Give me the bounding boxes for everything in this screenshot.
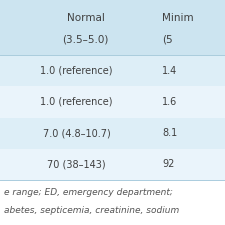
Text: 1.0 (reference): 1.0 (reference): [40, 66, 113, 76]
Bar: [0, 117, 225, 149]
Text: 8.1: 8.1: [162, 128, 177, 138]
Text: Normal: Normal: [67, 13, 104, 23]
Text: 70 (38–143): 70 (38–143): [47, 159, 106, 169]
Text: 1.4: 1.4: [162, 66, 177, 76]
Bar: [0, 86, 225, 117]
Bar: [0, 180, 225, 225]
Text: (5: (5: [162, 35, 173, 45]
Text: 1.0 (reference): 1.0 (reference): [40, 97, 113, 107]
Bar: [0, 0, 225, 55]
Bar: [0, 149, 225, 180]
Bar: [0, 55, 225, 86]
Text: 7.0 (4.8–10.7): 7.0 (4.8–10.7): [43, 128, 110, 138]
Text: 92: 92: [162, 159, 174, 169]
Text: e range; ED, emergency department;: e range; ED, emergency department;: [4, 188, 173, 197]
Text: Minim: Minim: [162, 13, 194, 23]
Text: abetes, septicemia, creatinine, sodium: abetes, septicemia, creatinine, sodium: [4, 206, 180, 215]
Text: (3.5–5.0): (3.5–5.0): [62, 35, 109, 45]
Text: 1.6: 1.6: [162, 97, 177, 107]
